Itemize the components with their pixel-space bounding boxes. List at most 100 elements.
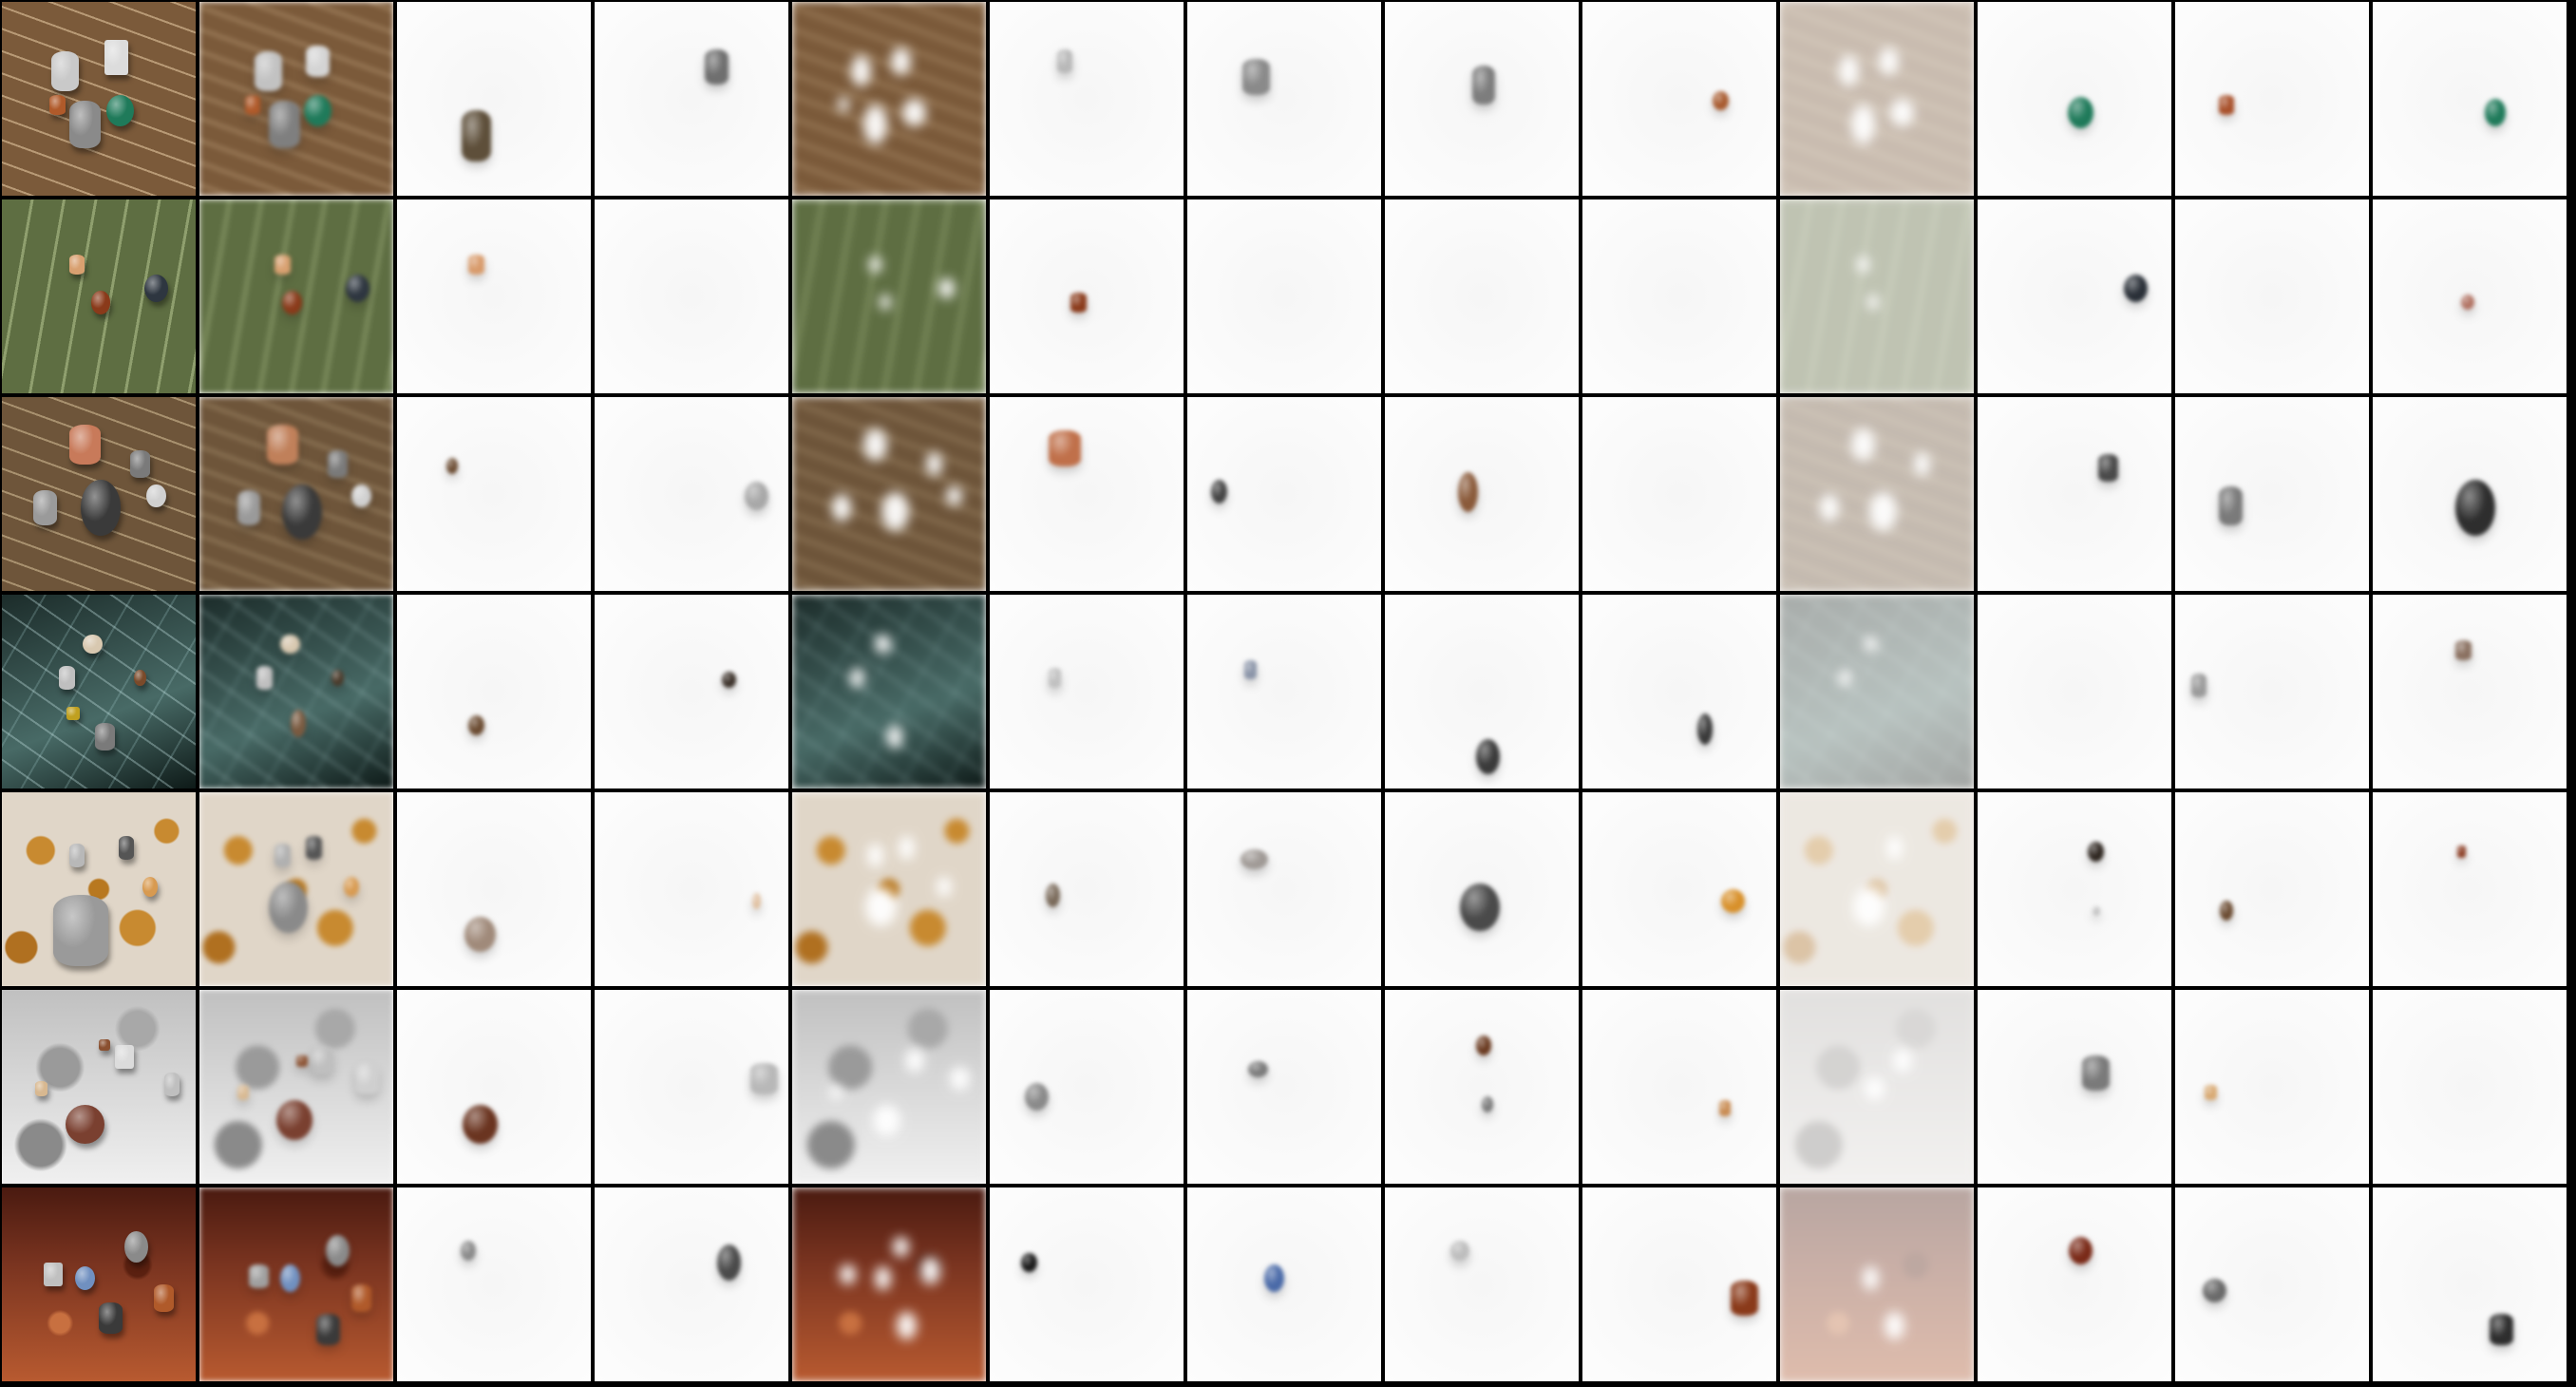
sphere-object: [123, 1230, 148, 1264]
sphere-object: [282, 484, 322, 540]
cylinder-object: [237, 489, 261, 526]
image-cell-r7-c8: [1383, 1186, 1581, 1383]
cube-object: [66, 706, 81, 721]
cylinder-object: [328, 450, 348, 479]
sphere-object: [134, 670, 146, 686]
image-cell-r1-c5: [790, 0, 988, 198]
sphere-object: [1046, 883, 1060, 907]
cylinder-object: [1049, 667, 1061, 688]
sphere-object: [2088, 842, 2105, 862]
cell-background: [2, 2, 196, 196]
image-cell-r6-c6: [988, 988, 1185, 1186]
cell-background: [2373, 792, 2567, 986]
occlusion-hole: [1866, 294, 1879, 311]
image-cell-r2-c2: [198, 198, 395, 395]
cell-background: [1187, 200, 1381, 393]
cell-background: [397, 990, 591, 1184]
occlusion-hole: [869, 256, 881, 273]
image-cell-r5-c2: [198, 790, 395, 988]
image-cell-r2-c8: [1383, 198, 1581, 395]
cell-background: [2175, 397, 2369, 591]
cell-background: [1187, 1188, 1381, 1381]
occlusion-hole: [1865, 1076, 1885, 1101]
cylinder-object: [2489, 1314, 2513, 1346]
cell-background: [199, 2, 393, 196]
sphere-object: [280, 634, 301, 655]
sphere-object: [90, 290, 111, 314]
cell-background: [990, 990, 1184, 1184]
cylinder-object: [2455, 639, 2472, 660]
cylinder-object: [94, 723, 115, 751]
cylinder-object: [1471, 65, 1496, 105]
sphere-object: [2092, 905, 2100, 916]
occlusion-hole: [1868, 491, 1897, 532]
sphere-object: [2123, 275, 2148, 303]
cell-background: [397, 2, 591, 196]
image-cell-r5-c9: [1581, 790, 1778, 988]
sphere-object: [722, 672, 736, 688]
image-cell-r5-c6: [988, 790, 1185, 988]
cell-background: [595, 1188, 788, 1381]
image-cell-r2-c4: [593, 198, 790, 395]
image-cell-r5-c4: [593, 790, 790, 988]
sphere-object: [462, 1104, 499, 1145]
occlusion-hole: [946, 485, 962, 506]
cell-background: [2373, 1188, 2567, 1381]
cylinder-object: [53, 895, 109, 967]
cell-background: [595, 200, 788, 393]
image-cell-r4-c7: [1185, 593, 1383, 790]
image-cell-r6-c2: [198, 988, 395, 1186]
occlusion-hole: [875, 634, 891, 655]
cylinder-object: [237, 1084, 249, 1101]
image-cell-r3-c5: [790, 395, 988, 593]
image-cell-r5-c10: [1778, 790, 1976, 988]
cylinder-object: [98, 1302, 123, 1334]
cylinder-object: [255, 51, 283, 91]
image-cell-r6-c1: [0, 988, 198, 1186]
image-cell-r4-c11: [1976, 593, 2173, 790]
cube-object: [295, 1054, 309, 1068]
image-cell-r1-c10: [1778, 0, 1976, 198]
cell-background: [199, 595, 393, 788]
image-cell-r5-c5: [790, 790, 988, 988]
image-cell-r7-c9: [1581, 1186, 1778, 1383]
occlusion-hole: [950, 1067, 971, 1092]
cell-background: [2175, 792, 2369, 986]
image-cell-r3-c6: [988, 395, 1185, 593]
cylinder-object: [1070, 292, 1087, 313]
cell-background: [1978, 792, 2171, 986]
sphere-object: [745, 482, 769, 510]
cell-background: [1187, 2, 1381, 196]
sphere-object: [145, 484, 166, 508]
sphere-object: [1449, 1241, 1470, 1261]
cell-background: [1978, 1188, 2171, 1381]
occlusion-hole: [938, 278, 955, 298]
cell-background: [2175, 2, 2369, 196]
sphere-object: [1021, 1252, 1037, 1273]
image-cell-r4-c12: [2173, 593, 2371, 790]
cell-background: [2175, 595, 2369, 788]
sphere-object: [467, 714, 484, 735]
cell-background: [1385, 200, 1579, 393]
cylinder-object: [1242, 59, 1271, 95]
sphere-object: [345, 275, 369, 303]
occlusion-hole: [1892, 1049, 1913, 1074]
image-cell-r1-c2: [198, 0, 395, 198]
image-cell-r7-c12: [2173, 1186, 2371, 1383]
cylinder-object: [130, 450, 150, 479]
cylinder-object: [268, 101, 301, 148]
cube-object: [43, 1263, 64, 1286]
sphere-object: [2219, 901, 2234, 922]
cell-background: [1385, 397, 1579, 591]
cell-background: [792, 595, 986, 788]
image-cell-r6-c4: [593, 988, 790, 1186]
occlusion-hole: [1852, 886, 1885, 927]
cell-background: [2373, 595, 2567, 788]
cell-background: [1582, 990, 1776, 1184]
image-cell-r6-c11: [1976, 988, 2173, 1186]
image-cell-r4-c6: [988, 593, 1185, 790]
image-cell-r2-c1: [0, 198, 198, 395]
sphere-object: [351, 484, 371, 508]
cylinder-object: [154, 1283, 174, 1313]
image-cell-r5-c8: [1383, 790, 1581, 988]
